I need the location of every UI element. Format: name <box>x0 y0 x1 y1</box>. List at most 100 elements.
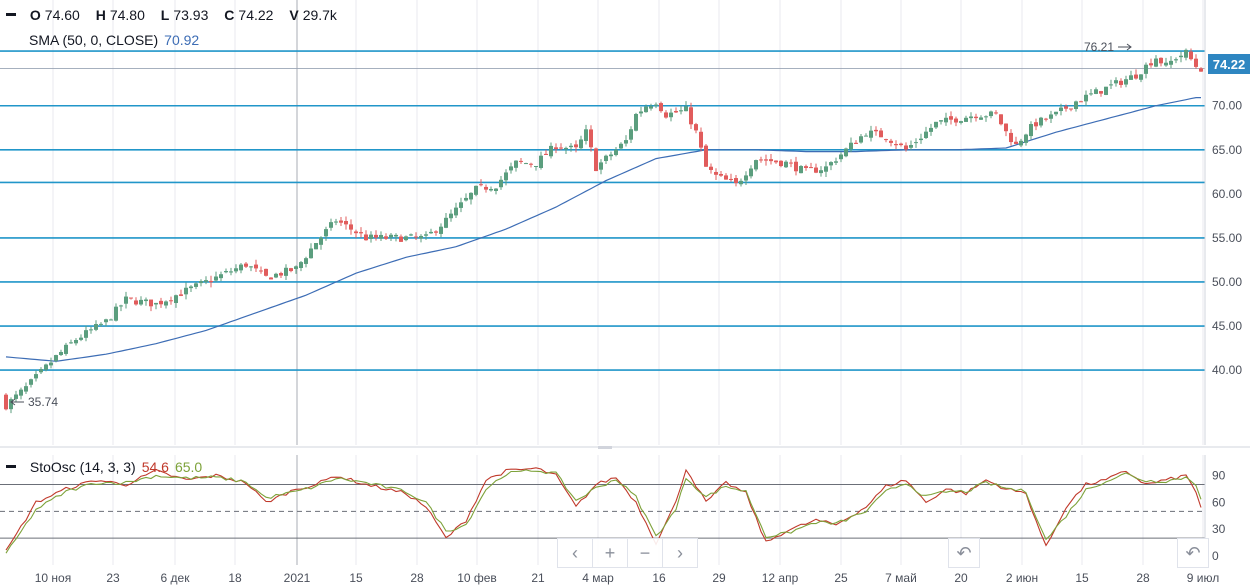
candle-body <box>689 107 693 125</box>
candle <box>1109 79 1113 89</box>
candle <box>1079 100 1083 103</box>
candle-body <box>574 144 578 148</box>
candle <box>944 112 948 126</box>
chevron-right-icon[interactable]: › <box>677 542 683 563</box>
candle <box>739 178 743 187</box>
candle-body <box>589 129 593 148</box>
sto-y-tick-label: 30 <box>1212 522 1226 536</box>
candle-body <box>729 178 733 180</box>
candle <box>1194 54 1198 69</box>
candle <box>369 231 373 243</box>
candle <box>1114 77 1118 87</box>
max-arrow-icon <box>1118 43 1132 51</box>
candle <box>454 202 458 219</box>
candle <box>94 320 98 332</box>
candle-body <box>454 207 458 216</box>
candle <box>1184 48 1188 61</box>
candle-body <box>669 112 673 118</box>
min-price-label: 35.74 <box>28 395 58 409</box>
candle-body <box>754 160 758 170</box>
x-tick-label: 28 <box>410 571 424 585</box>
candle-body <box>124 296 128 304</box>
candle <box>604 154 608 164</box>
y-tick-label: 60.00 <box>1212 187 1242 201</box>
candle <box>1164 57 1168 67</box>
reset-scale-icon[interactable]: ↶ <box>1177 538 1209 568</box>
candle-body <box>104 319 108 323</box>
candle <box>1099 90 1103 97</box>
sto-legend[interactable]: StoOsc (14, 3, 3) 54.6 65.0 <box>6 459 202 475</box>
candle-body <box>999 114 1003 125</box>
candle-body <box>829 162 833 166</box>
candle <box>419 234 423 243</box>
candle <box>1179 51 1183 63</box>
candle-body <box>549 145 553 157</box>
candle <box>439 223 443 238</box>
candle <box>904 142 908 152</box>
candle-body <box>469 192 473 200</box>
candle-body <box>1004 123 1008 132</box>
candle-body <box>714 171 718 175</box>
sto-y-tick-label: 90 <box>1212 469 1226 483</box>
x-tick-label: 16 <box>652 571 666 585</box>
candle <box>939 120 943 125</box>
candle <box>619 142 623 150</box>
candle-body <box>1164 62 1168 66</box>
axes-layer: 40.00 45.00 50.00 55.00 60.00 65.00 70.00 0 30 60… <box>35 0 1242 585</box>
minus-icon[interactable]: − <box>628 539 663 567</box>
candle-body <box>539 155 543 168</box>
candle <box>269 277 273 280</box>
candle <box>759 156 763 163</box>
x-tick-label: 20 <box>954 571 968 585</box>
candle-body <box>1119 80 1123 85</box>
candle <box>864 133 868 137</box>
candle <box>144 297 148 306</box>
candle <box>239 262 243 274</box>
candle <box>769 153 773 165</box>
candle-body <box>509 166 513 171</box>
candle-body <box>384 236 388 239</box>
x-tick-label: 7 май <box>885 571 917 585</box>
candle <box>54 354 58 363</box>
candle <box>789 159 793 168</box>
candle-body <box>739 180 743 185</box>
candle <box>929 123 933 136</box>
candle-body <box>984 116 988 118</box>
undo-icon[interactable]: ↶ <box>948 538 980 568</box>
candle <box>1169 56 1173 69</box>
candle <box>434 230 438 236</box>
candle <box>974 113 978 122</box>
candle-body <box>264 268 268 276</box>
collapse-icon[interactable] <box>6 464 16 468</box>
candle <box>869 125 873 142</box>
candle-body <box>1134 74 1138 79</box>
candle <box>179 289 183 297</box>
chevron-left-icon[interactable]: ‹ <box>558 539 593 567</box>
candle <box>154 302 158 310</box>
plus-icon[interactable]: + <box>593 539 628 567</box>
candle <box>524 162 528 165</box>
candle-body <box>489 188 493 191</box>
high-value: 74.80 <box>109 7 145 23</box>
candle-body <box>744 175 748 181</box>
candle-body <box>249 266 253 268</box>
y-tick-label: 70.00 <box>1212 99 1242 113</box>
candle-body <box>869 130 873 138</box>
collapse-icon[interactable] <box>6 12 16 16</box>
candle-body <box>69 342 73 344</box>
candle <box>9 397 13 414</box>
x-tick-label: 12 апр <box>762 571 799 585</box>
candle-body <box>629 129 633 140</box>
candle <box>364 230 368 241</box>
candle <box>274 272 278 279</box>
candle <box>109 318 113 321</box>
candle <box>1104 86 1108 96</box>
candle-body <box>1079 101 1083 103</box>
candle <box>199 279 203 287</box>
candle <box>1094 87 1098 95</box>
sma-legend[interactable]: SMA (50, 0, CLOSE) 70.92 <box>29 32 199 48</box>
candle-body <box>1174 59 1178 61</box>
candle <box>294 265 298 274</box>
candle-body <box>1039 117 1043 126</box>
